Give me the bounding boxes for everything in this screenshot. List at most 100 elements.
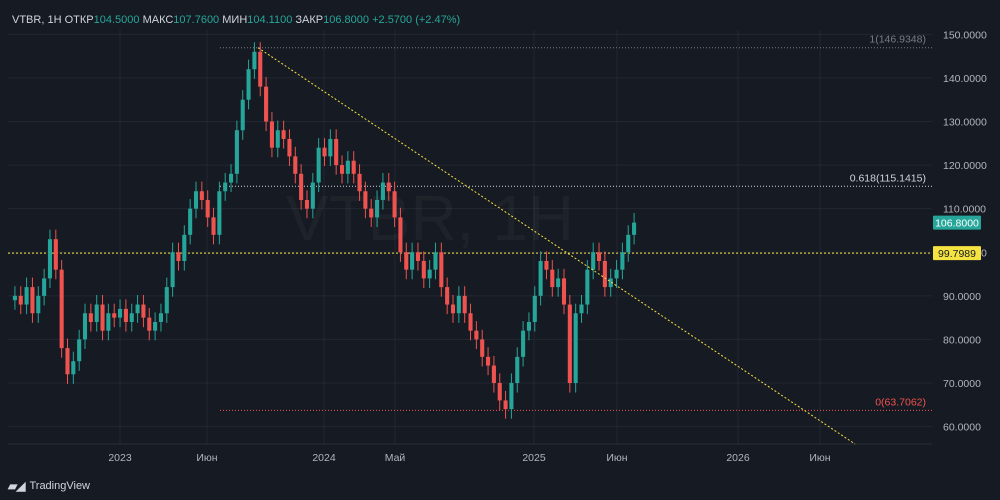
candle-body <box>345 160 350 174</box>
candle-body <box>532 295 537 322</box>
horizontal-level-badge <box>933 246 981 261</box>
candle-body <box>199 191 204 200</box>
y-tick-label: 140.0000 <box>943 73 987 85</box>
candle-body <box>275 130 280 148</box>
symbol-label[interactable]: VTBR, 1H <box>12 14 62 26</box>
tradingview-logo[interactable]: ▰◢ TradingView <box>8 479 90 493</box>
candle-body <box>228 173 234 183</box>
x-tick-label: Июн <box>606 452 627 464</box>
candle-body <box>509 382 514 410</box>
x-tick-label: Май <box>385 452 406 464</box>
candle-body <box>293 156 298 174</box>
candle-body <box>579 304 584 314</box>
candle-body <box>223 182 228 192</box>
candle-body <box>246 69 251 100</box>
tradingview-logo-icon: ▰◢ <box>8 479 25 493</box>
candle-body <box>170 252 175 288</box>
candle-body <box>596 252 602 261</box>
candle-body <box>585 269 590 305</box>
candle-body <box>135 304 140 314</box>
fib-levels: 1(146.9348) 0.618(115.1415) 0(63.7062) <box>8 34 932 411</box>
candle-body <box>217 191 222 235</box>
candle-body <box>486 356 491 366</box>
candle-body <box>82 313 88 340</box>
candle-body <box>77 339 82 362</box>
candle-body <box>112 313 117 318</box>
candle-body <box>141 304 146 318</box>
horizontal-level-value: 99.7989 <box>938 248 976 260</box>
candle-body <box>287 138 292 157</box>
high-value: 107.7600 <box>173 14 220 26</box>
candle-body <box>176 252 181 261</box>
candle-body <box>608 278 613 288</box>
candle-body <box>398 217 403 253</box>
candle-body <box>106 313 111 331</box>
candle-body <box>392 191 397 218</box>
candle-body <box>299 173 304 200</box>
candle-body <box>620 252 625 270</box>
candle-body <box>65 348 70 375</box>
candle-body <box>456 295 461 314</box>
candle-body <box>515 356 520 383</box>
x-tick-label: 2026 <box>726 452 750 464</box>
candle-body <box>252 51 257 70</box>
candle-body <box>351 160 356 174</box>
y-tick-label: 90.0000 <box>943 291 981 303</box>
candle-body <box>234 130 239 174</box>
x-tick-label: 2023 <box>108 452 132 464</box>
candles <box>12 42 637 419</box>
candle-body <box>193 191 199 209</box>
candle-body <box>147 317 152 331</box>
last-price-badge <box>933 215 981 230</box>
candle-body <box>538 260 543 296</box>
high-label: МАКС <box>142 14 174 26</box>
candle-body <box>188 208 193 235</box>
ohlc-legend: VTBR, 1H ОТКР104.5000 МАКС107.7600 МИН10… <box>12 14 460 26</box>
candle-body <box>573 313 578 383</box>
candle-body <box>12 295 17 301</box>
candle-body <box>269 121 274 148</box>
candle-body <box>480 339 485 357</box>
candle-body <box>240 99 245 131</box>
candle-body <box>304 199 310 209</box>
y-tick-label: 150.0000 <box>943 29 987 41</box>
close-label: ЗАКР <box>295 14 324 26</box>
candle-body <box>544 260 549 270</box>
trendline[interactable] <box>257 47 856 445</box>
candle-body <box>468 313 473 331</box>
y-tick-label: 70.0000 <box>943 378 981 390</box>
candle-body <box>433 252 438 270</box>
candle-body <box>521 330 526 357</box>
low-label: МИН <box>222 14 248 26</box>
x-tick-label: 2024 <box>312 452 336 464</box>
candle-body <box>427 269 432 279</box>
candle-body <box>632 222 637 235</box>
fib-level-label: 0(63.7062) <box>875 396 926 408</box>
candle-body <box>386 182 391 192</box>
candle-body <box>439 252 444 288</box>
open-label: ОТКР <box>64 14 94 26</box>
candle-body <box>445 287 450 305</box>
x-tick-label: 2025 <box>522 452 546 464</box>
candle-body <box>310 182 315 209</box>
candle-body <box>94 304 99 322</box>
candle-body <box>100 304 105 331</box>
candle-body <box>316 147 321 183</box>
y-tick-label: 110.0000 <box>943 204 986 216</box>
price-axis[interactable]: 60.000070.000080.000090.0000100.0000110.… <box>933 29 987 434</box>
candle-body <box>561 278 567 305</box>
candle-body <box>164 287 169 314</box>
candle-body <box>363 191 368 209</box>
candle-body <box>24 287 29 305</box>
candle-body <box>322 147 327 157</box>
candle-body <box>158 313 163 322</box>
candle-body <box>205 199 210 218</box>
candle-body <box>42 278 47 296</box>
candle-body <box>18 295 23 305</box>
time-axis[interactable]: 2023 Июн 2024 Май 2025 Июн 2026 Июн <box>108 452 830 464</box>
change-value: +2.5700 (+2.47%) <box>372 14 461 26</box>
candle-body <box>123 308 128 322</box>
